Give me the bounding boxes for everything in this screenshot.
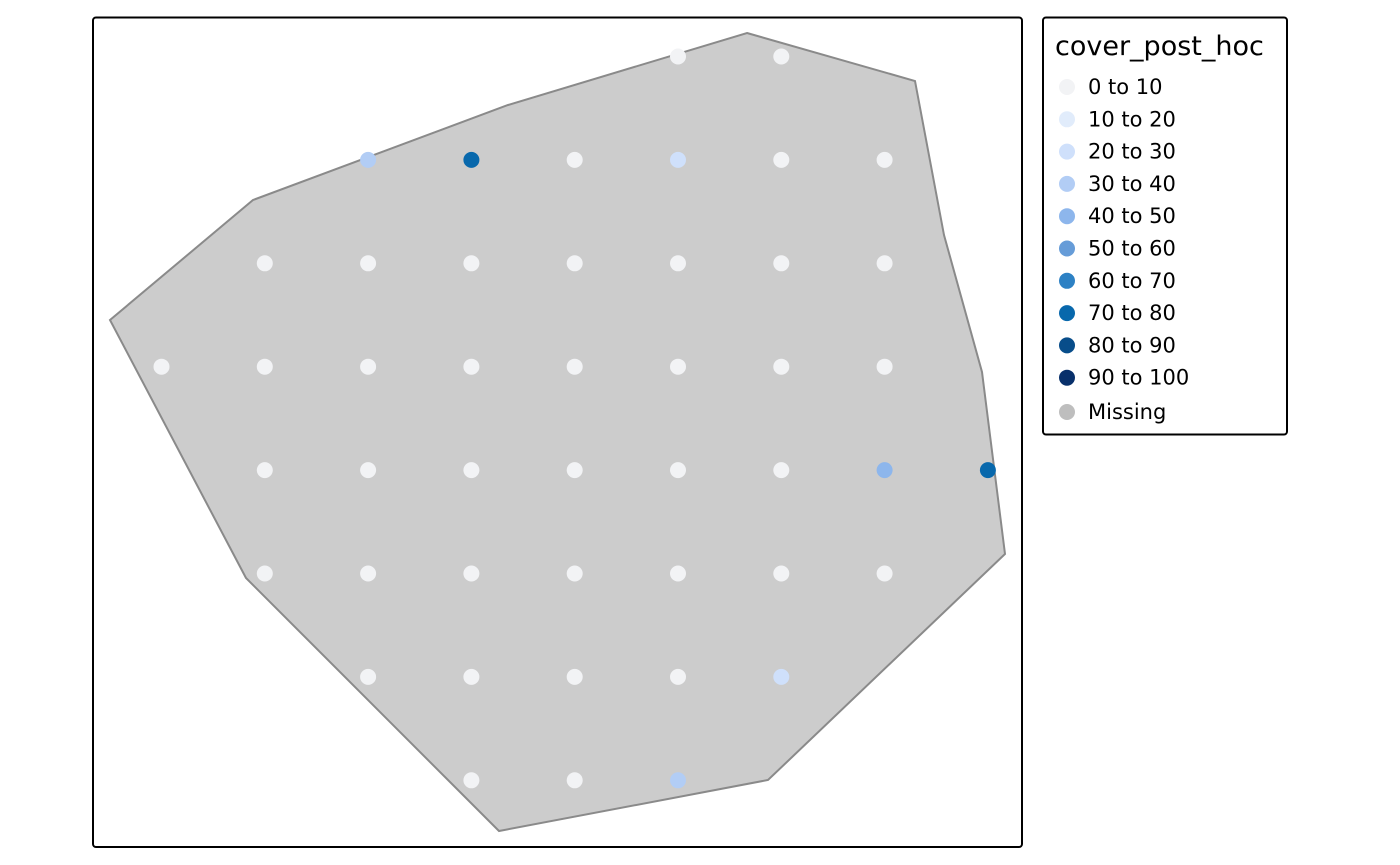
sample-point — [670, 255, 686, 272]
sample-point — [360, 462, 377, 479]
legend-item: 60 to 70 — [1059, 269, 1176, 293]
map-frame — [92, 16, 1023, 848]
legend-label: 0 to 10 — [1088, 75, 1163, 99]
sample-point — [876, 462, 893, 479]
legend-label: 60 to 70 — [1088, 269, 1176, 293]
sample-point — [360, 358, 377, 375]
legend-label: 70 to 80 — [1088, 301, 1176, 325]
legend-frame — [1042, 16, 1288, 436]
legend-swatch — [1059, 240, 1075, 257]
sample-point — [463, 358, 480, 375]
sample-point — [876, 358, 893, 375]
sample-point — [670, 358, 686, 375]
legend-label: 90 to 100 — [1088, 366, 1189, 390]
legend-swatch — [1059, 369, 1075, 386]
legend-label: 50 to 60 — [1088, 237, 1176, 261]
sample-point — [256, 462, 273, 479]
sample-point — [256, 255, 273, 272]
legend-label: 40 to 50 — [1088, 204, 1176, 228]
sample-point — [360, 255, 377, 272]
legend-items: 0 to 10 10 to 20 20 to 30 30 to 40 40 to 50 5… — [1059, 75, 1189, 424]
sample-point — [773, 255, 790, 272]
legend-item: Missing — [1059, 400, 1166, 424]
sample-point — [876, 151, 893, 168]
sample-point — [670, 48, 686, 65]
sample-point — [670, 565, 686, 582]
sample-point — [463, 255, 480, 272]
sample-point — [773, 358, 790, 375]
sample-point — [566, 565, 583, 582]
legend-swatch — [1059, 143, 1075, 160]
sample-point — [773, 565, 790, 582]
sample-point — [670, 462, 686, 479]
sample-points — [153, 48, 996, 789]
legend-swatch — [1059, 337, 1075, 354]
legend-item: 80 to 90 — [1059, 333, 1176, 357]
legend-label: 30 to 40 — [1088, 172, 1176, 196]
legend-item: 0 to 10 — [1059, 75, 1163, 99]
sample-point — [566, 358, 583, 375]
legend-swatch — [1059, 305, 1075, 322]
legend-item: 10 to 20 — [1059, 107, 1176, 131]
sample-point — [566, 772, 583, 789]
sample-point — [979, 462, 996, 479]
sample-point — [566, 151, 583, 168]
sample-point — [566, 462, 583, 479]
sample-point — [670, 772, 686, 789]
study-area-polygon — [108, 31, 1007, 833]
sample-point — [773, 462, 790, 479]
legend-swatch — [1059, 79, 1075, 95]
sample-point — [773, 48, 790, 65]
sample-point — [256, 565, 273, 582]
legend-item: 30 to 40 — [1059, 172, 1176, 196]
sample-point — [876, 565, 893, 582]
legend: cover_post_hoc 0 to 10 10 to 20 20 to 30 30… — [1042, 16, 1288, 436]
sample-point — [463, 151, 480, 168]
sample-point — [566, 255, 583, 272]
sample-point — [256, 358, 273, 375]
sample-point — [463, 668, 480, 685]
legend-swatch — [1059, 404, 1075, 420]
legend-label: 20 to 30 — [1088, 140, 1176, 164]
legend-item: 70 to 80 — [1059, 301, 1176, 325]
legend-label: Missing — [1088, 400, 1166, 424]
sample-point — [463, 462, 480, 479]
legend-swatch — [1059, 272, 1075, 289]
legend-item: 90 to 100 — [1059, 366, 1189, 390]
legend-swatch — [1059, 111, 1075, 128]
sample-point — [876, 255, 893, 272]
sample-point — [670, 668, 686, 685]
sample-point — [360, 565, 377, 582]
legend-item: 40 to 50 — [1059, 204, 1176, 228]
legend-item: 50 to 60 — [1059, 237, 1176, 261]
legend-label: 10 to 20 — [1088, 107, 1176, 131]
sample-point — [670, 151, 686, 168]
sample-point — [773, 668, 790, 685]
sample-point — [463, 565, 480, 582]
sample-point — [360, 151, 377, 168]
sample-point — [566, 668, 583, 685]
sample-point — [773, 151, 790, 168]
legend-item: 20 to 30 — [1059, 140, 1176, 164]
legend-title: cover_post_hoc — [1055, 31, 1264, 62]
legend-swatch — [1059, 208, 1075, 225]
sample-point — [463, 772, 480, 789]
sample-point — [153, 358, 170, 375]
sample-point — [360, 668, 377, 685]
legend-swatch — [1059, 175, 1075, 192]
legend-label: 80 to 90 — [1088, 333, 1176, 357]
